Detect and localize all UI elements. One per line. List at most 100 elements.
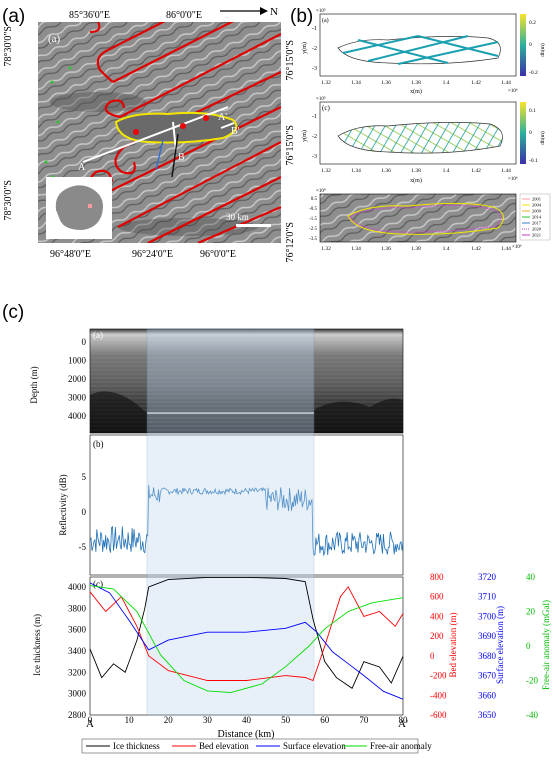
x-tick: 80 <box>399 715 409 725</box>
svg-text:×10⁶: ×10⁶ <box>508 176 518 182</box>
svg-text:1.38: 1.38 <box>411 168 421 174</box>
x-tick: 20 <box>164 715 174 725</box>
svg-text:2021: 2021 <box>532 233 541 238</box>
x-tick: 60 <box>320 715 330 725</box>
x-tick: 50 <box>281 715 291 725</box>
svg-text:2020: 2020 <box>532 227 542 232</box>
svg-text:1.36: 1.36 <box>381 246 391 252</box>
bed-tick: -600 <box>430 710 447 720</box>
svg-text:-1.5: -1.5 <box>309 217 317 222</box>
svg-text:1.34: 1.34 <box>351 168 361 174</box>
bed-elevation-series <box>89 586 404 682</box>
lat-right-3: 76°12'0"S <box>285 222 296 263</box>
subplot-b-e: ×10⁴ 0.5 -0.5 -1.5 -2.5 -3.5 1.32 1.34 1.36… <box>309 188 551 252</box>
fa-axis-label: Free-air anomaly (mGal) <box>541 600 551 690</box>
svg-text:1.4: 1.4 <box>443 168 450 174</box>
svg-text:1.36: 1.36 <box>381 168 391 174</box>
bed-tick: -400 <box>430 690 447 700</box>
lon-bottom-3: 96°0'0"E <box>200 249 236 260</box>
svg-text:y(m): y(m) <box>301 42 308 54</box>
bed-tick: -200 <box>430 671 447 681</box>
svg-text:1.44: 1.44 <box>501 168 511 174</box>
lon-top-2: 86°0'0"E <box>166 10 202 21</box>
svg-text:×10⁵: ×10⁵ <box>316 8 326 14</box>
ice-tick: 4000 <box>68 582 87 592</box>
legend-fa: Free-air anomaly <box>370 741 432 751</box>
legend-bed: Bed elevation <box>199 741 249 751</box>
panel-a-label: (a) <box>2 6 26 27</box>
svg-text:-0.2: -0.2 <box>529 70 538 76</box>
svg-text:y(m): y(m) <box>301 130 308 142</box>
surf-tick: 3650 <box>478 710 497 720</box>
fa-tick: -20 <box>526 676 538 686</box>
fa-tick: 0 <box>526 641 531 651</box>
surf-tick: 3690 <box>478 631 497 641</box>
svg-text:1.4: 1.4 <box>443 246 450 252</box>
ice-axis-label: Ice thickness (m) <box>32 614 42 676</box>
lat-right-1: 76°15'0"S <box>285 40 296 81</box>
point-b: B <box>178 152 185 163</box>
ice-tick: 3400 <box>68 646 87 656</box>
svg-text:0.2: 0.2 <box>529 20 536 26</box>
refl-tick: 5 <box>82 472 87 482</box>
radar-b-label: (b) <box>93 439 104 449</box>
surf-axis-label: Surface elevation (m) <box>495 606 505 684</box>
svg-text:1.42: 1.42 <box>471 246 481 252</box>
radar-c-label: (c) <box>93 579 103 589</box>
svg-text:×10⁶: ×10⁶ <box>512 244 522 250</box>
surface-elevation-series <box>89 582 404 700</box>
lon-top-1: 85°36'0"E <box>69 10 110 21</box>
radar-a-label: (a) <box>93 330 103 340</box>
svg-text:-2.5: -2.5 <box>309 227 317 232</box>
depth-tick: 3000 <box>68 393 87 403</box>
svg-text:-0.1: -0.1 <box>529 158 538 164</box>
end-a2: A' <box>398 718 408 730</box>
fa-tick: 40 <box>526 572 536 582</box>
b-e-legend: 2001 2004 2009 2014 2017 2020 2021 <box>519 193 551 241</box>
refl-tick: 0 <box>82 507 87 517</box>
point-a2: A' <box>218 112 227 123</box>
svg-text:-2: -2 <box>312 46 317 52</box>
ice-tick: 2800 <box>68 710 87 720</box>
depth-tick: 0 <box>82 337 87 347</box>
svg-text:×10⁵: ×10⁵ <box>316 96 326 102</box>
svg-text:x(m): x(m) <box>410 177 422 184</box>
x-tick: 0 <box>88 715 93 725</box>
surf-tick: 3660 <box>478 690 497 700</box>
north-arrow: N <box>220 4 278 18</box>
depth-tick: 4000 <box>68 411 87 421</box>
svg-text:1.36: 1.36 <box>381 80 391 86</box>
lon-bottom-2: 96°24'0"E <box>132 249 173 260</box>
x-tick: 10 <box>125 715 135 725</box>
svg-text:0.5: 0.5 <box>311 197 318 202</box>
reflectivity-series <box>89 484 404 557</box>
svg-text:1.38: 1.38 <box>411 246 421 252</box>
svg-text:1.32: 1.32 <box>321 80 331 86</box>
profile-legend: Ice thickness Bed elevation Surface elev… <box>81 738 432 754</box>
svg-text:2004: 2004 <box>532 203 542 208</box>
svg-text:1.44: 1.44 <box>501 246 511 252</box>
refl-tick: -5 <box>79 542 87 552</box>
fa-tick: -40 <box>526 710 538 720</box>
svg-text:dh(m): dh(m) <box>539 131 546 145</box>
legend-ice: Ice thickness <box>113 741 160 751</box>
depth-axis-label: Depth (m) <box>29 366 39 403</box>
svg-text:1.34: 1.34 <box>351 246 361 252</box>
svg-text:x(m): x(m) <box>410 88 422 95</box>
lon-bottom-1: 96°48'0"E <box>50 249 91 260</box>
svg-text:-1: -1 <box>312 114 317 120</box>
svg-text:0.1: 0.1 <box>529 108 536 114</box>
depth-tick: 2000 <box>68 374 87 384</box>
surf-tick: 3720 <box>478 572 497 582</box>
b-a-xticks: 1.32 1.34 1.36 1.38 1.4 1.42 1.44 <box>321 80 511 86</box>
svg-text:-3.5: -3.5 <box>309 237 317 242</box>
map-image: (a) A A' B B' 30 km <box>38 22 281 243</box>
svg-text:2017: 2017 <box>532 221 542 226</box>
ice-tick: 3200 <box>68 667 87 677</box>
surf-tick: 3670 <box>478 671 497 681</box>
ice-tick: 3600 <box>68 625 87 635</box>
svg-text:-3: -3 <box>312 154 317 160</box>
bed-tick: 600 <box>430 592 444 602</box>
end-a: A <box>86 718 94 730</box>
panel-c-label: (c) <box>2 302 25 323</box>
